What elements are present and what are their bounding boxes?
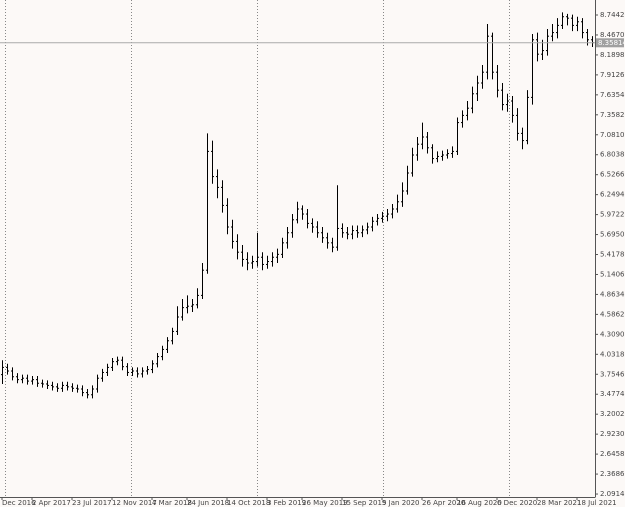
x-tick-label: 26 Apr 2020 [422,499,465,507]
x-tick-label: 28 Mar 2021 [537,499,581,507]
x-tick-label: 3 Feb 2019 [267,499,306,507]
x-tick-label: 6 Dec 2020 [497,499,537,507]
y-tick-label: 2.92300 [600,430,625,438]
y-tick-label: 7.91260 [600,71,625,79]
y-tick-label: 2.36860 [600,470,625,478]
y-tick-label: 3.47740 [600,390,625,398]
y-tick-label: 6.52660 [600,171,625,179]
y-tick-label: 7.08100 [600,131,625,139]
y-tick-label: 6.24940 [600,191,625,199]
current-price-box [596,38,624,48]
y-tick-label: 5.14060 [600,270,625,278]
x-tick-label: 23 Jul 2017 [72,499,112,507]
y-tick-label: 5.97220 [600,211,625,219]
x-tick-label: 15 Sep 2019 [342,499,386,507]
y-tick-label: 8.74420 [600,11,625,19]
y-tick-label: 4.30900 [600,330,625,338]
current-price-label: 8.35814 [598,39,625,47]
y-tick-label: 4.86340 [600,290,625,298]
x-tick-label: 26 May 2019 [302,499,348,507]
x-tick-label: Dec 2016 [2,499,36,507]
y-tick-label: 8.46700 [600,31,625,39]
x-tick-label: 18 Jul 2021 [577,499,617,507]
y-tick-label: 3.20020 [600,410,625,418]
x-tick-label: 12 Nov 2017 [112,499,157,507]
y-tick-label: 5.41780 [600,251,625,259]
y-tick-label: 6.80380 [600,151,625,159]
y-tick-label: 4.03180 [600,350,625,358]
y-tick-label: 2.64580 [600,450,625,458]
x-tick-label: 14 Oct 2018 [227,499,270,507]
y-tick-label: 3.75460 [600,370,625,378]
x-tick-label: 16 Aug 2020 [457,499,502,507]
x-tick-label: 5 Jan 2020 [382,499,420,507]
y-tick-label: 7.63540 [600,91,625,99]
y-tick-label: 2.09140 [600,490,625,498]
x-tick-label: 2 Apr 2017 [32,499,71,507]
x-tick-label: 24 Jun 2018 [187,499,229,507]
y-tick-label: 8.18980 [600,51,625,59]
y-tick-label: 5.69500 [600,231,625,239]
y-tick-label: 4.58620 [600,310,625,318]
x-tick-label: 4 Mar 2018 [152,499,192,507]
y-tick-label: 7.35820 [600,111,625,119]
